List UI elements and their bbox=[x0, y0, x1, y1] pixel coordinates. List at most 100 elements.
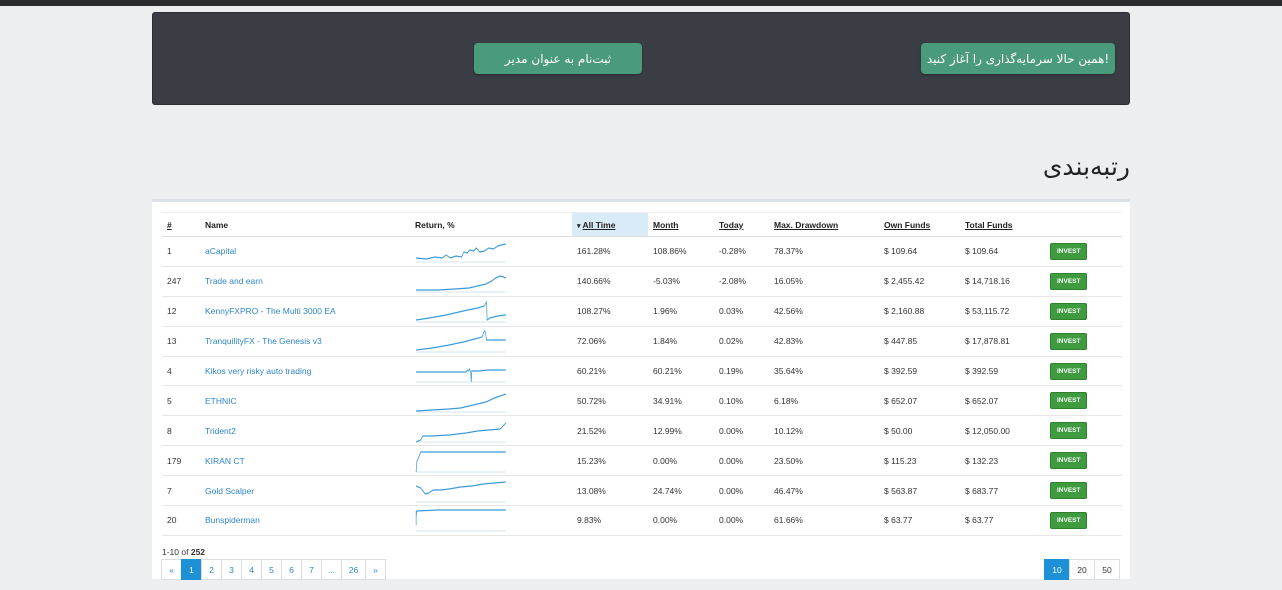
invest-button[interactable]: INVEST bbox=[1050, 422, 1088, 440]
cell-total-funds: $ 132.23 bbox=[960, 445, 1045, 477]
cell-total-funds: $ 652.07 bbox=[960, 385, 1045, 417]
return-sparkline bbox=[410, 326, 572, 357]
sparkline-line bbox=[416, 243, 506, 261]
cell-own-funds: $ 652.07 bbox=[879, 385, 960, 417]
cell-all-time: 108.27% bbox=[572, 296, 648, 327]
cell-month: 0.00% bbox=[648, 445, 714, 477]
page-1-button[interactable]: 1 bbox=[181, 559, 202, 580]
page-6-button[interactable]: 6 bbox=[281, 559, 302, 580]
col-total-funds[interactable]: Total Funds bbox=[960, 212, 1045, 237]
trader-name-link[interactable]: Gold Scalper bbox=[200, 475, 410, 507]
cell-month: 24.74% bbox=[648, 475, 714, 507]
return-sparkline bbox=[410, 415, 572, 447]
cell-action: INVEST bbox=[1045, 415, 1122, 447]
col-own-funds[interactable]: Own Funds bbox=[879, 212, 960, 237]
invest-button[interactable]: INVEST bbox=[1050, 362, 1088, 380]
cell-max-drawdown: 6.18% bbox=[769, 385, 879, 417]
cell-total-funds: $ 392.59 bbox=[960, 356, 1045, 387]
table-row: 7 Gold Scalper 13.08% 24.74% 0.00% 46.47% $ 56… bbox=[162, 475, 1122, 507]
cell-max-drawdown: 61.66% bbox=[769, 505, 879, 536]
trader-name-link[interactable]: aCapital bbox=[200, 236, 410, 267]
manager-signup-button[interactable]: ثبت‌نام به عنوان مدیر bbox=[474, 43, 642, 74]
cell-today: 0.00% bbox=[714, 475, 769, 507]
cell-action: INVEST bbox=[1045, 445, 1122, 477]
trader-name-link[interactable]: ETHNIC bbox=[200, 385, 410, 417]
start-investing-button[interactable]: همین حالا سرمایه‌گذاری را آغاز کنید! bbox=[921, 43, 1115, 74]
trader-name-link[interactable]: Trade and earn bbox=[200, 266, 410, 297]
col-max-drawdown[interactable]: Max. Drawdown bbox=[769, 212, 879, 237]
cell-total-funds: $ 14,718.16 bbox=[960, 266, 1045, 297]
invest-button[interactable]: INVEST bbox=[1050, 392, 1088, 410]
page-5-button[interactable]: 5 bbox=[261, 559, 282, 580]
invest-button[interactable]: INVEST bbox=[1050, 302, 1088, 320]
col-rank[interactable]: # bbox=[162, 212, 200, 237]
page-4-button[interactable]: 4 bbox=[241, 559, 262, 580]
trader-name-link[interactable]: Bunspiderman bbox=[200, 505, 410, 536]
cell-all-time: 72.06% bbox=[572, 326, 648, 357]
trader-name-link[interactable]: TranquilityFX - The Genesis v3 bbox=[200, 326, 410, 357]
sparkline-chart bbox=[416, 368, 506, 383]
sparkline-chart bbox=[416, 480, 506, 503]
page-size-20-button[interactable]: 20 bbox=[1069, 559, 1095, 580]
trader-name-link[interactable]: KIRAN CT bbox=[200, 445, 410, 477]
cell-max-drawdown: 23.50% bbox=[769, 445, 879, 477]
cell-action: INVEST bbox=[1045, 266, 1122, 297]
cell-own-funds: $ 2,160.88 bbox=[879, 296, 960, 327]
cell-total-funds: $ 12,050.00 bbox=[960, 415, 1045, 447]
sparkline-line bbox=[416, 422, 507, 443]
cell-rank: 4 bbox=[162, 356, 200, 387]
cell-own-funds: $ 563.87 bbox=[879, 475, 960, 507]
cell-rank: 13 bbox=[162, 326, 200, 357]
cell-total-funds: $ 53,115.72 bbox=[960, 296, 1045, 327]
invest-button[interactable]: INVEST bbox=[1050, 272, 1088, 290]
sparkline-chart bbox=[416, 300, 506, 323]
page-ellipsis[interactable]: ... bbox=[321, 559, 342, 580]
invest-button[interactable]: INVEST bbox=[1050, 482, 1088, 500]
return-sparkline bbox=[410, 266, 572, 297]
page-7-button[interactable]: 7 bbox=[301, 559, 322, 580]
cell-max-drawdown: 35.64% bbox=[769, 356, 879, 387]
return-sparkline bbox=[410, 296, 572, 327]
col-all-time[interactable]: ▾ All Time bbox=[572, 212, 648, 237]
sparkline-line bbox=[416, 300, 506, 322]
trader-name-link[interactable]: Trident2 bbox=[200, 415, 410, 447]
page-2-button[interactable]: 2 bbox=[201, 559, 222, 580]
invest-button[interactable]: INVEST bbox=[1050, 242, 1088, 260]
cell-rank: 247 bbox=[162, 266, 200, 297]
col-today[interactable]: Today bbox=[714, 212, 769, 237]
prev-page-button[interactable]: « bbox=[161, 559, 182, 580]
page-size-50-button[interactable]: 50 bbox=[1094, 559, 1120, 580]
cell-own-funds: $ 109.64 bbox=[879, 236, 960, 267]
page-size-10-button[interactable]: 10 bbox=[1044, 559, 1070, 580]
cell-all-time: 60.21% bbox=[572, 356, 648, 387]
invest-button[interactable]: INVEST bbox=[1050, 452, 1088, 470]
table-row: 4 Kikos very risky auto trading 60.21% 60.2… bbox=[162, 356, 1122, 387]
next-page-button[interactable]: » bbox=[365, 559, 386, 580]
page-3-button[interactable]: 3 bbox=[221, 559, 242, 580]
table-row: 5 ETHNIC 50.72% 34.91% 0.10% 6.18% $ 652.07 $ 6… bbox=[162, 385, 1122, 417]
cell-rank: 179 bbox=[162, 445, 200, 477]
cell-total-funds: $ 63.77 bbox=[960, 505, 1045, 536]
table-row: 13 TranquilityFX - The Genesis v3 72.06% 1.… bbox=[162, 326, 1122, 357]
cell-rank: 5 bbox=[162, 385, 200, 417]
cell-max-drawdown: 42.56% bbox=[769, 296, 879, 327]
invest-button[interactable]: INVEST bbox=[1050, 332, 1088, 350]
cell-today: 0.10% bbox=[714, 385, 769, 417]
invest-button[interactable]: INVEST bbox=[1050, 511, 1088, 529]
cell-max-drawdown: 78.37% bbox=[769, 236, 879, 267]
cell-own-funds: $ 115.23 bbox=[879, 445, 960, 477]
cell-total-funds: $ 109.64 bbox=[960, 236, 1045, 267]
return-sparkline bbox=[410, 475, 572, 507]
cell-own-funds: $ 447.85 bbox=[879, 326, 960, 357]
col-month[interactable]: Month bbox=[648, 212, 714, 237]
sparkline-chart bbox=[416, 243, 506, 263]
trader-name-link[interactable]: Kikos very risky auto trading bbox=[200, 356, 410, 387]
cell-all-time: 15.23% bbox=[572, 445, 648, 477]
cell-action: INVEST bbox=[1045, 296, 1122, 327]
page-26-button[interactable]: 26 bbox=[341, 559, 366, 580]
trader-name-link[interactable]: KennyFXPRO - The Multi 3000 EA bbox=[200, 296, 410, 327]
sparkline-chart bbox=[416, 330, 506, 353]
cell-today: 0.03% bbox=[714, 296, 769, 327]
return-sparkline bbox=[410, 505, 572, 536]
sparkline-line bbox=[416, 330, 506, 351]
